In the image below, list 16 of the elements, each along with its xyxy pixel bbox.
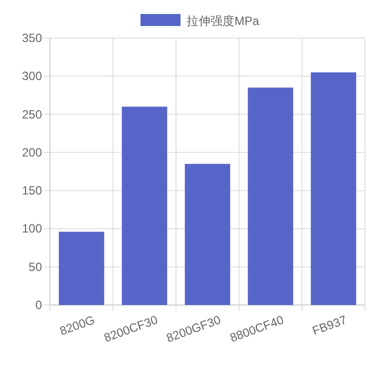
bar — [184, 164, 230, 305]
x-tick-label: FB937 — [310, 312, 349, 338]
y-tick-label: 0 — [35, 298, 42, 312]
y-tick-label: 300 — [22, 69, 42, 84]
bar — [58, 232, 104, 305]
y-tick-label: 350 — [22, 31, 42, 45]
legend-label: 拉伸强度MPa — [186, 14, 260, 28]
y-tick-label: 200 — [22, 145, 42, 160]
x-tick-label: 8200G — [58, 312, 97, 338]
bar — [310, 72, 356, 305]
y-tick-label: 50 — [28, 260, 42, 274]
y-tick-label: 150 — [22, 184, 42, 198]
bar — [248, 88, 294, 305]
y-tick-label: 100 — [22, 222, 42, 236]
y-tick-label: 250 — [22, 107, 42, 122]
bar — [122, 106, 168, 305]
